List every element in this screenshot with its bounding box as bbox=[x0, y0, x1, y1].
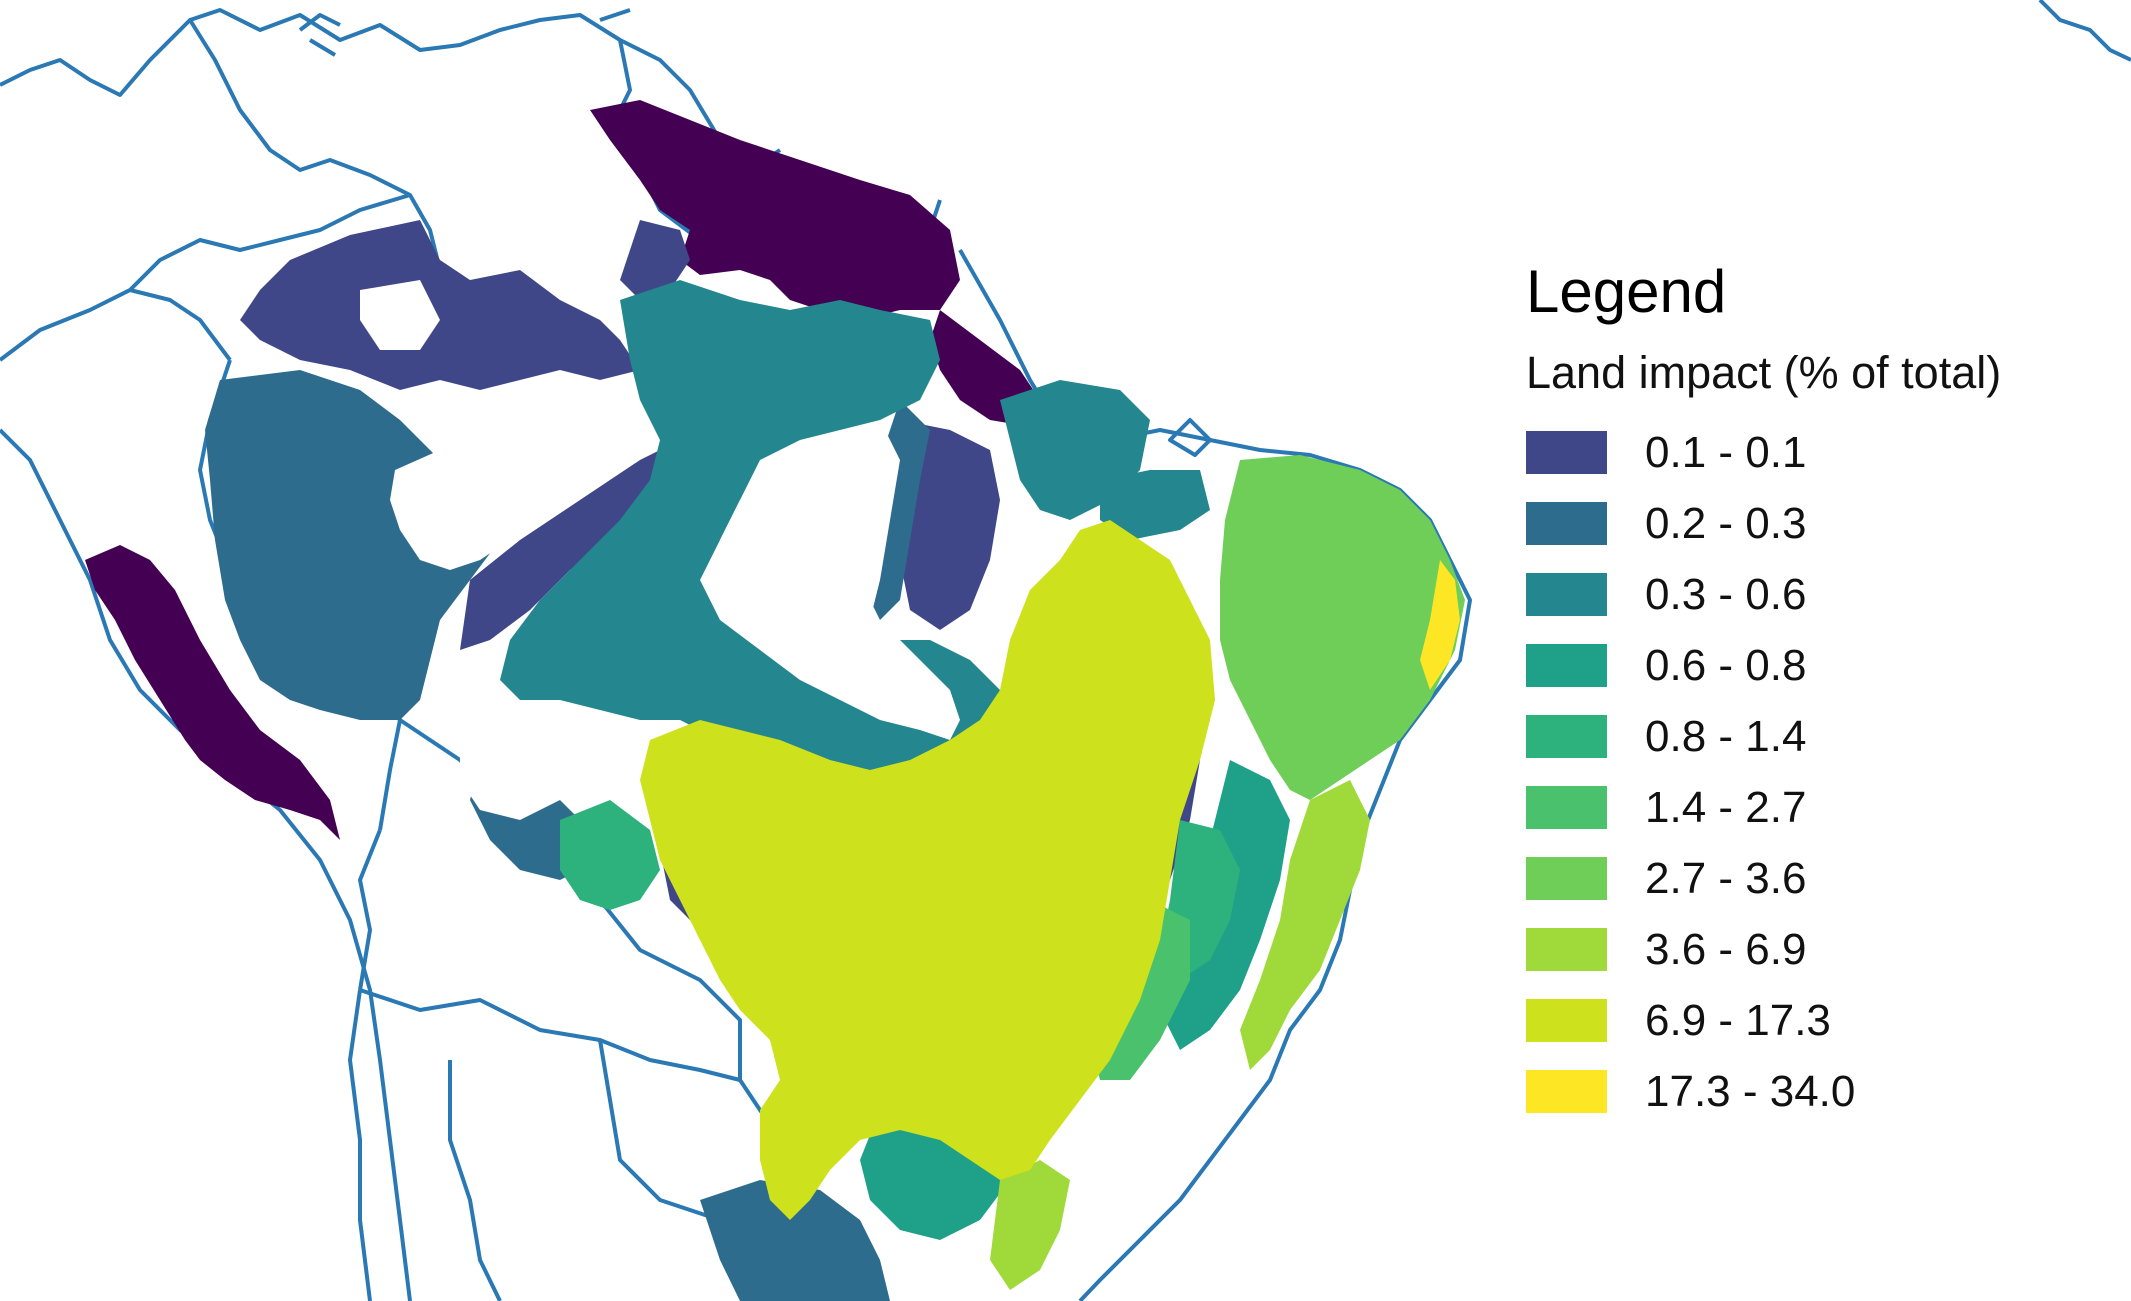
no-data-areas bbox=[360, 280, 900, 820]
legend-item: 3.6 - 6.9 bbox=[1526, 914, 2106, 985]
legend-item: 6.9 - 17.3 bbox=[1526, 985, 2106, 1056]
legend-item: 17.3 - 34.0 bbox=[1526, 1056, 2106, 1127]
region-east-36 bbox=[1240, 780, 1370, 1070]
border-bolivia-south bbox=[359, 988, 741, 1082]
legend-items: 0.1 - 0.1 0.2 - 0.3 0.3 - 0.6 0.6 - 0.8 … bbox=[1526, 417, 2106, 1127]
legend-swatch bbox=[1526, 999, 1607, 1042]
legend-label: 0.8 - 1.4 bbox=[1645, 711, 1807, 761]
region-central-brazil-69 bbox=[640, 520, 1215, 1220]
border-east-island bbox=[2038, 0, 2131, 62]
border-caribbean-islands bbox=[298, 8, 631, 57]
region-peru-andes bbox=[85, 545, 340, 840]
legend-swatch bbox=[1526, 857, 1607, 900]
border-atlantic-coast bbox=[958, 249, 1472, 1301]
legend-swatch bbox=[1526, 786, 1607, 829]
region-northeast-27 bbox=[1220, 455, 1465, 800]
legend-swatch bbox=[1526, 644, 1607, 687]
border-colombia-brazil bbox=[128, 193, 411, 292]
legend-title: Legend bbox=[1526, 258, 1727, 325]
region-maranhao-03 bbox=[1100, 470, 1210, 540]
nodata-central bbox=[720, 420, 900, 640]
region-guiana-dark bbox=[590, 100, 960, 320]
legend-item: 0.6 - 0.8 bbox=[1526, 630, 2106, 701]
border-caribbean-coast bbox=[0, 8, 722, 142]
map-regions bbox=[85, 100, 1465, 1301]
legend-swatch bbox=[1526, 928, 1607, 971]
region-rio-36 bbox=[990, 1160, 1070, 1290]
legend-swatch bbox=[1526, 1070, 1607, 1113]
legend-item: 0.1 - 0.1 bbox=[1526, 417, 2106, 488]
region-southern-02 bbox=[700, 1180, 890, 1301]
legend-label: 2.7 - 3.6 bbox=[1645, 853, 1807, 903]
region-coast-173 bbox=[1420, 560, 1460, 690]
legend-label: 0.2 - 0.3 bbox=[1645, 498, 1807, 548]
legend-label: 0.3 - 0.6 bbox=[1645, 569, 1807, 619]
legend-label: 6.9 - 17.3 bbox=[1645, 995, 1831, 1045]
legend-swatch bbox=[1526, 715, 1607, 758]
border-island-marajo bbox=[1168, 418, 1212, 457]
legend-subtitle: Land impact (% of total) bbox=[1526, 347, 2002, 398]
legend-label: 0.6 - 0.8 bbox=[1645, 640, 1807, 690]
legend-item: 0.3 - 0.6 bbox=[1526, 559, 2106, 630]
legend-label: 0.1 - 0.1 bbox=[1645, 427, 1807, 477]
legend-swatch bbox=[1526, 431, 1607, 474]
legend-swatch bbox=[1526, 502, 1607, 545]
border-peru-bolivia bbox=[358, 829, 382, 991]
border-argentina-north bbox=[448, 1060, 502, 1301]
nodata-amazon-west bbox=[390, 440, 530, 570]
legend: Legend Land impact (% of total) 0.1 - 0.… bbox=[1526, 262, 2106, 1127]
nodata-northwest bbox=[360, 280, 440, 350]
region-northwest-01 bbox=[240, 220, 640, 390]
legend-item: 2.7 - 3.6 bbox=[1526, 843, 2106, 914]
nodata-bolivia bbox=[460, 730, 560, 820]
legend-label: 1.4 - 2.7 bbox=[1645, 782, 1807, 832]
legend-label: 17.3 - 34.0 bbox=[1645, 1066, 1856, 1116]
legend-item: 1.4 - 2.7 bbox=[1526, 772, 2106, 843]
border-colombia-peru-ecuador bbox=[0, 288, 232, 362]
legend-label: 3.6 - 6.9 bbox=[1645, 924, 1807, 974]
region-central-amazon-03 bbox=[500, 280, 1000, 780]
legend-swatch bbox=[1526, 573, 1607, 616]
legend-item: 0.8 - 1.4 bbox=[1526, 701, 2106, 772]
legend-item: 0.2 - 0.3 bbox=[1526, 488, 2106, 559]
region-mato-grosso-08 bbox=[560, 800, 660, 910]
region-guiana-01 bbox=[620, 220, 690, 300]
border-colombia-venezuela bbox=[188, 18, 442, 302]
border-bolivia-chile bbox=[348, 989, 372, 1301]
region-amazon-strip-01 bbox=[460, 440, 690, 650]
